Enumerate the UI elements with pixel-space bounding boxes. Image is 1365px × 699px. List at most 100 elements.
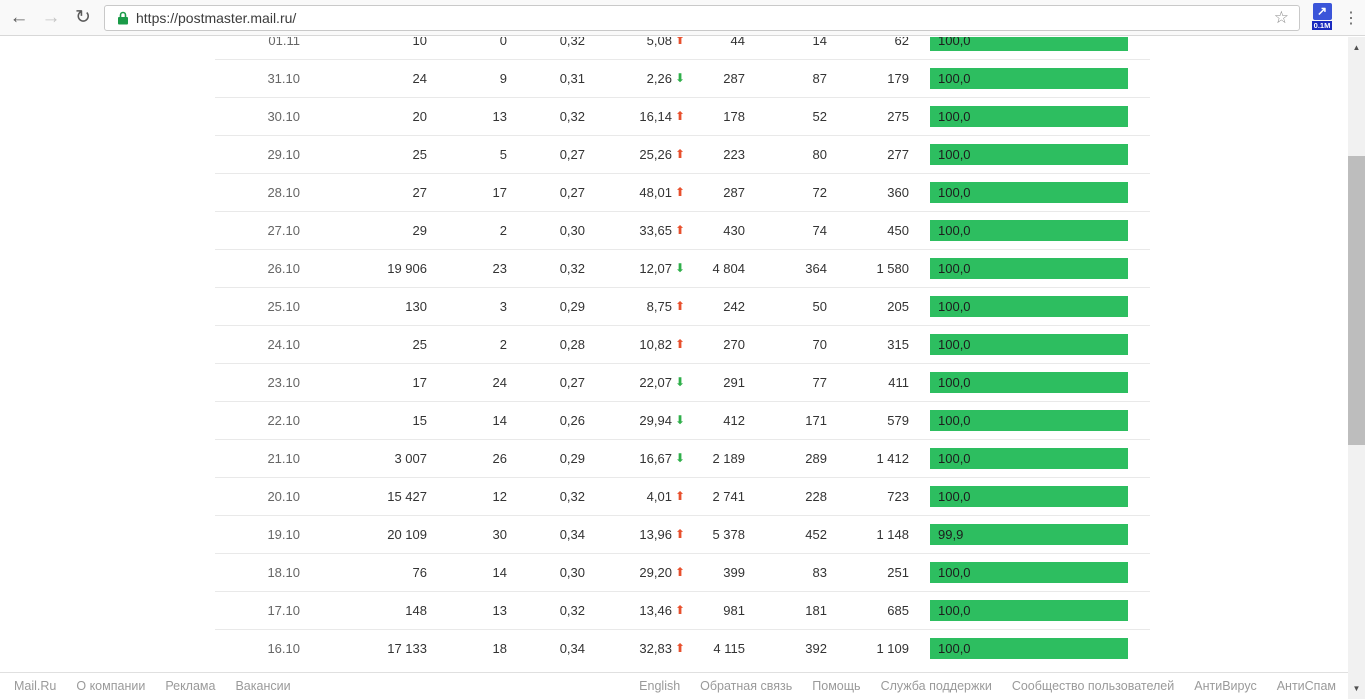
row-value-1: 15 427 (387, 489, 427, 504)
percentage-bar-cell: 100,0 (930, 562, 1128, 583)
scrollbar-up-icon[interactable]: ▲ (1352, 43, 1361, 52)
table-row: 31.10 24 9 0,31 2,26 ⬇ 287 87 179 100,0 (215, 60, 1150, 98)
row-trend-value: 12,07 ⬇ (585, 261, 685, 276)
table-row: 20.10 15 427 12 0,32 4,01 ⬆ 2 741 228 723 100,0 (215, 478, 1150, 516)
vertical-scrollbar[interactable]: ▲ ▼ (1348, 37, 1365, 699)
row-value-6: 52 (812, 109, 827, 124)
row-value-1: 10 (412, 37, 427, 48)
scrollbar-thumb[interactable] (1348, 156, 1365, 445)
row-value-3: 0,32 (559, 603, 585, 618)
percentage-bar-cell: 100,0 (930, 334, 1128, 355)
footer-link[interactable]: Обратная связь (700, 679, 793, 693)
secure-lock-icon (118, 11, 128, 24)
row-value-3: 0,31 (559, 71, 585, 86)
row-value-3: 0,30 (559, 565, 585, 580)
row-value-2: 5 (499, 147, 507, 162)
row-value-7: 450 (887, 223, 909, 238)
percentage-bar-cell: 100,0 (930, 600, 1128, 621)
table-row: 22.10 15 14 0,26 29,94 ⬇ 412 171 579 100,0 (215, 402, 1150, 440)
bookmark-star-icon[interactable]: ☆ (1273, 7, 1289, 27)
row-value-3: 0,26 (559, 413, 585, 428)
footer-link[interactable]: Сообщество пользователей (1011, 679, 1175, 693)
row-value-6: 72 (812, 185, 827, 200)
trend-up-icon: ⬆ (674, 185, 685, 199)
row-value-2: 3 (499, 299, 507, 314)
row-value-3: 0,27 (559, 147, 585, 162)
chrome-menu-icon[interactable]: ⋮ (1343, 9, 1359, 27)
row-value-3: 0,32 (559, 489, 585, 504)
row-value-2: 18 (492, 641, 507, 656)
row-value-1: 27 (412, 185, 427, 200)
percentage-bar: 100,0 (930, 638, 1128, 659)
row-value-5: 981 (723, 603, 745, 618)
percentage-bar-cell: 100,0 (930, 372, 1128, 393)
row-trend-value: 13,46 ⬆ (585, 603, 685, 618)
footer-link[interactable]: АнтиВирус (1194, 679, 1257, 693)
percentage-bar: 100,0 (930, 486, 1128, 507)
extension-button[interactable]: ↗ 0.1M (1309, 2, 1335, 33)
footer-link[interactable]: Служба поддержки (880, 679, 992, 693)
footer-link[interactable]: О компании (76, 679, 146, 693)
row-value-3: 0,32 (559, 37, 585, 48)
row-trend-value: 29,20 ⬆ (585, 565, 685, 580)
row-value-3: 0,32 (559, 109, 585, 124)
address-bar[interactable]: https://postmaster.mail.ru/ ☆ (104, 4, 1300, 31)
row-value-1: 17 133 (387, 641, 427, 656)
row-value-7: 179 (887, 71, 909, 86)
page-content: 01.11 10 0 0,32 5,08 ⬆ 44 14 62 100,0 31.10 24 9 0,31… (0, 37, 1348, 672)
trend-down-icon: ⬇ (674, 413, 685, 427)
percentage-bar: 100,0 (930, 296, 1128, 317)
percentage-bar: 100,0 (930, 562, 1128, 583)
row-value-5: 2 741 (712, 489, 745, 504)
percentage-bar-cell: 100,0 (930, 258, 1128, 279)
row-date: 23.10 (267, 375, 300, 390)
row-value-7: 1 109 (876, 641, 909, 656)
footer-link[interactable]: Реклама (165, 679, 216, 693)
trend-number: 13,96 (639, 527, 672, 542)
row-value-3: 0,32 (559, 261, 585, 276)
row-value-7: 685 (887, 603, 909, 618)
url-text[interactable]: https://postmaster.mail.ru/ (136, 9, 297, 26)
percentage-bar: 100,0 (930, 182, 1128, 203)
row-value-1: 148 (405, 603, 427, 618)
percentage-bar-cell: 100,0 (930, 37, 1128, 51)
scrollbar-down-icon[interactable]: ▼ (1352, 684, 1361, 693)
percentage-bar: 100,0 (930, 372, 1128, 393)
row-value-7: 1 412 (876, 451, 909, 466)
back-icon[interactable]: ← (9, 6, 29, 28)
percentage-bar: 100,0 (930, 220, 1128, 241)
percentage-bar-cell: 100,0 (930, 638, 1128, 659)
row-value-2: 14 (492, 413, 507, 428)
reload-icon[interactable]: ↻ (75, 7, 91, 28)
row-value-1: 24 (412, 71, 427, 86)
row-date: 18.10 (267, 565, 300, 580)
row-value-7: 275 (887, 109, 909, 124)
footer-link[interactable]: English (639, 679, 681, 693)
footer-link[interactable]: АнтиСпам (1276, 679, 1336, 693)
footer-link[interactable]: Помощь (812, 679, 861, 693)
trend-number: 5,08 (646, 37, 672, 48)
trend-number: 33,65 (639, 223, 672, 238)
row-trend-value: 13,96 ⬆ (585, 527, 685, 542)
table-row: 21.10 3 007 26 0,29 16,67 ⬇ 2 189 289 1 412 100,0 (215, 440, 1150, 478)
trend-number: 29,94 (639, 413, 672, 428)
row-trend-value: 8,75 ⬆ (585, 299, 685, 314)
row-value-5: 242 (723, 299, 745, 314)
row-date: 27.10 (267, 223, 300, 238)
row-value-6: 77 (812, 375, 827, 390)
percentage-bar: 100,0 (930, 68, 1128, 89)
percentage-bar: 100,0 (930, 600, 1128, 621)
row-value-7: 251 (887, 565, 909, 580)
footer-link[interactable]: Mail.Ru (14, 679, 57, 693)
row-trend-value: 10,82 ⬆ (585, 337, 685, 352)
trend-number: 29,20 (639, 565, 672, 580)
trend-up-icon: ⬆ (674, 641, 685, 655)
row-value-6: 70 (812, 337, 827, 352)
row-value-1: 25 (412, 147, 427, 162)
stats-table-body: 01.11 10 0 0,32 5,08 ⬆ 44 14 62 100,0 31.10 24 9 0,31… (215, 37, 1150, 667)
trend-number: 8,75 (646, 299, 672, 314)
trend-down-icon: ⬇ (674, 71, 685, 85)
footer-link[interactable]: Вакансии (235, 679, 291, 693)
row-value-2: 14 (492, 565, 507, 580)
row-value-5: 178 (723, 109, 745, 124)
